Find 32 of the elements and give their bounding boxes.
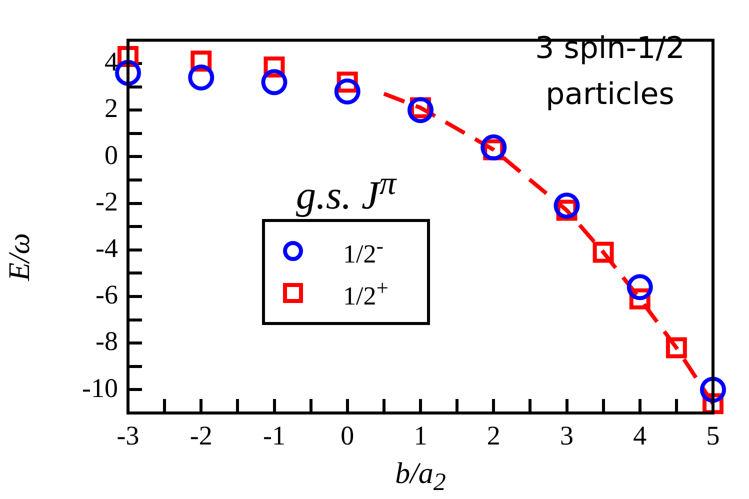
x-tick-label: 3 — [560, 420, 574, 450]
legend-title: g.s. J$^{π}$ — [294, 164, 398, 220]
y-tick-label: 0 — [104, 140, 118, 170]
point — [261, 69, 288, 96]
point — [408, 97, 434, 124]
y-tick-label: 4 — [104, 46, 118, 77]
legend-label: 1/2$^{-}$ — [343, 234, 384, 270]
legend-label: 1/2$^{+}$ — [343, 276, 388, 312]
x-tick-label: -3 — [116, 420, 140, 450]
y-tick-label: 2 — [104, 93, 118, 124]
y-tick-label: -8 — [96, 326, 118, 356]
point — [188, 64, 214, 90]
y-tick-label: -10 — [82, 372, 118, 403]
y-axis-title: E/ω — [3, 232, 37, 284]
x-tick-label: 2 — [486, 420, 500, 450]
point — [700, 376, 726, 403]
point — [554, 192, 580, 219]
point — [592, 242, 614, 263]
y-tick-label: -4 — [96, 232, 118, 263]
x-axis-title: b/a$_{2}$ — [394, 457, 447, 497]
x-tick-label: -2 — [190, 420, 212, 450]
y-tick-label: -2 — [96, 186, 118, 216]
x-tick-label: 1 — [414, 420, 428, 450]
point — [626, 274, 653, 300]
x-tick-label: 5 — [706, 420, 720, 450]
point — [334, 78, 360, 104]
y-tick-label: -6 — [96, 280, 118, 310]
x-tick-label: -1 — [263, 420, 286, 450]
x-tick-label: 4 — [633, 420, 648, 450]
point — [480, 134, 507, 160]
point — [666, 337, 687, 358]
x-tick-label: 0 — [340, 420, 354, 450]
